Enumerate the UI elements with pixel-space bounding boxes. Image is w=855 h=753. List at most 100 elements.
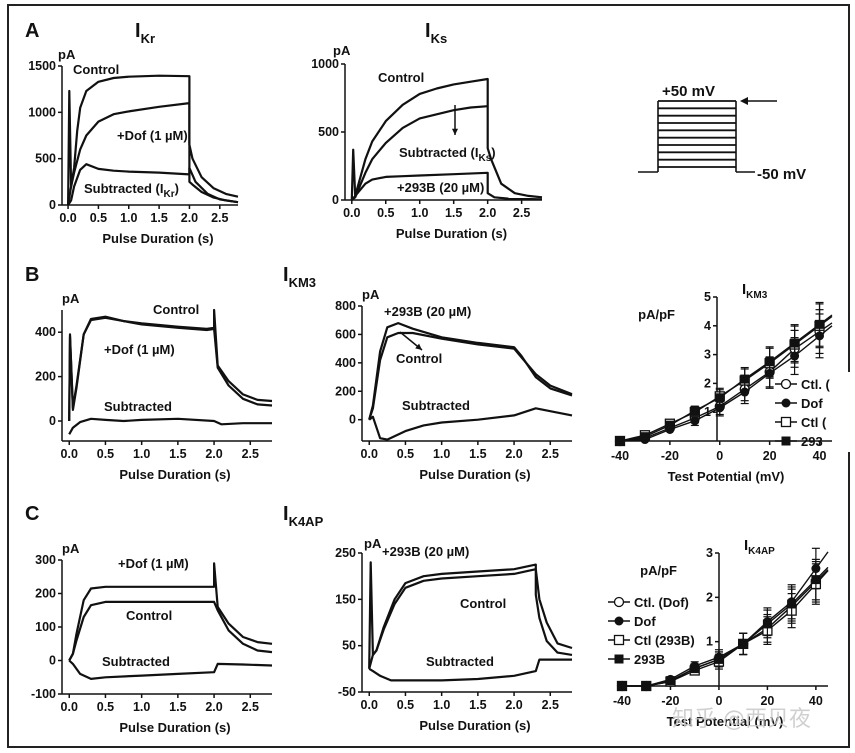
data-point-293b <box>815 319 825 329</box>
x-tick-label: 2.0 <box>205 700 222 714</box>
trace-control <box>368 331 573 421</box>
x-tick-label: 2.5 <box>542 698 559 712</box>
legend-marker <box>780 416 792 428</box>
trace-293b-20-m <box>368 322 573 420</box>
trace-annotation: Subtracted (IKr) <box>84 181 179 200</box>
arrow-icon <box>740 97 777 105</box>
chart-iks-traces: 0.0 0.5 1.0 1.5 2.0 2.5 0 500 1000 Pulse Duration… <box>311 43 543 241</box>
arrow-head-icon <box>415 343 422 350</box>
chart-ik4ap-iv: -40 -20 0 20 40 1 2 3 Test Potential (mV) IK4AP pA… <box>608 537 829 729</box>
trace-subtracted <box>368 407 573 441</box>
y-tick-label: 3 <box>706 546 713 560</box>
legend-marker <box>780 378 792 390</box>
y-tick-label: 50 <box>342 639 356 653</box>
data-point-293b <box>715 393 725 403</box>
data-point-dof <box>690 416 700 426</box>
y-tick-label: 100 <box>35 620 56 634</box>
legend-label: Ctl. ( <box>801 377 831 392</box>
svg-text:IKs: IKs <box>425 20 447 46</box>
y-axis-unit: pA <box>58 47 76 62</box>
x-tick-label: 1.0 <box>133 447 150 461</box>
trace-annotation: +293B (20 µM) <box>382 544 469 559</box>
x-tick-label: -40 <box>611 449 629 463</box>
trace-annotation: +293B (20 µM) <box>397 180 484 195</box>
y-tick-label: 800 <box>335 299 356 313</box>
x-tick-label: 0 <box>716 449 723 463</box>
iv-line-ctl-dof <box>619 322 833 442</box>
x-tick-label: 2.5 <box>242 447 259 461</box>
trace-annotation: Control <box>73 62 119 77</box>
x-tick-label: 0.5 <box>397 447 414 461</box>
x-tick-label: 1.0 <box>120 211 137 225</box>
iv-line-293b <box>622 566 829 687</box>
trace-annotation: Subtracted <box>102 654 170 669</box>
panel-label-a: A <box>25 20 39 42</box>
trace-subtracted-i-ks <box>351 105 488 201</box>
trace-subtracted <box>68 659 273 680</box>
x-tick-label: 1.0 <box>433 447 450 461</box>
trace-annotation: Subtracted <box>104 399 172 414</box>
x-tick-label: 1.5 <box>469 698 486 712</box>
data-point-293b <box>787 599 797 609</box>
x-tick-label: 1.0 <box>433 698 450 712</box>
x-tick-label: 2.5 <box>211 211 228 225</box>
x-tick-label: -40 <box>613 694 631 708</box>
x-tick-label: 20 <box>763 449 777 463</box>
protocol-bottom-label: -50 mV <box>757 166 806 183</box>
trace-control <box>350 77 543 201</box>
y-tick-label: 600 <box>335 327 356 341</box>
y-tick-label: 400 <box>35 325 56 339</box>
trace-dof-1-m <box>68 316 273 422</box>
trace-annotation: Control <box>378 70 424 85</box>
y-tick-label: 300 <box>35 553 56 567</box>
legend-marker <box>613 634 625 646</box>
y-axis-unit: pA <box>362 287 380 302</box>
y-axis-unit: pA <box>333 43 351 58</box>
svg-text:IK4AP: IK4AP <box>283 503 324 529</box>
trace-annotation: Control <box>153 302 199 317</box>
title-ik4ap: IK4AP <box>283 503 324 529</box>
trace-annotation: +293B (20 µM) <box>384 304 471 319</box>
legend-label: Dof <box>801 396 823 411</box>
data-point-293b <box>740 374 750 384</box>
y-tick-label: 4 <box>704 319 711 333</box>
x-tick-label: 2.5 <box>513 206 530 220</box>
y-tick-label: 0 <box>49 654 56 668</box>
data-point-293b <box>665 676 675 686</box>
x-axis-label: Pulse Duration (s) <box>102 231 213 246</box>
y-tick-label: -50 <box>338 685 356 699</box>
y-axis-unit: pA/pF <box>638 307 675 322</box>
trace-annotation: +Dof (1 µM) <box>117 128 188 143</box>
y-axis-unit: pA <box>62 541 80 556</box>
x-tick-label: 2.0 <box>479 206 496 220</box>
x-tick-label: 1.0 <box>133 700 150 714</box>
x-axis-label: Pulse Duration (s) <box>419 718 530 733</box>
legend-label: 293B <box>634 652 665 667</box>
y-tick-label: 200 <box>335 384 356 398</box>
x-tick-label: 0.0 <box>361 447 378 461</box>
data-point-293b <box>690 663 700 673</box>
legend-label: Ctl. (Dof) <box>634 595 689 610</box>
legend-label: 293 <box>801 434 823 449</box>
data-point-293b <box>617 681 627 691</box>
y-tick-label: 3 <box>704 348 711 362</box>
x-tick-label: 0.0 <box>343 206 360 220</box>
x-tick-label: 40 <box>813 449 827 463</box>
x-tick-label: 0.5 <box>90 211 107 225</box>
trace-annotation: Control <box>126 608 172 623</box>
x-axis-label: Pulse Duration (s) <box>419 467 530 482</box>
trace-annotation: Control <box>460 596 506 611</box>
x-tick-label: 1.0 <box>411 206 428 220</box>
x-tick-label: 0.5 <box>397 698 414 712</box>
x-axis-label: Pulse Duration (s) <box>119 720 230 735</box>
y-tick-label: 0 <box>49 414 56 428</box>
title-ikr: IKr <box>135 20 155 46</box>
trace-annotation: +Dof (1 µM) <box>104 342 175 357</box>
x-tick-label: 2.0 <box>181 211 198 225</box>
x-tick-label: 40 <box>809 694 823 708</box>
trace-annotation: Subtracted <box>426 654 494 669</box>
x-tick-label: 1.5 <box>445 206 462 220</box>
x-tick-label: 2.0 <box>505 447 522 461</box>
y-axis-unit: pA <box>62 291 80 306</box>
x-axis-label: Test Potential (mV) <box>667 714 784 729</box>
